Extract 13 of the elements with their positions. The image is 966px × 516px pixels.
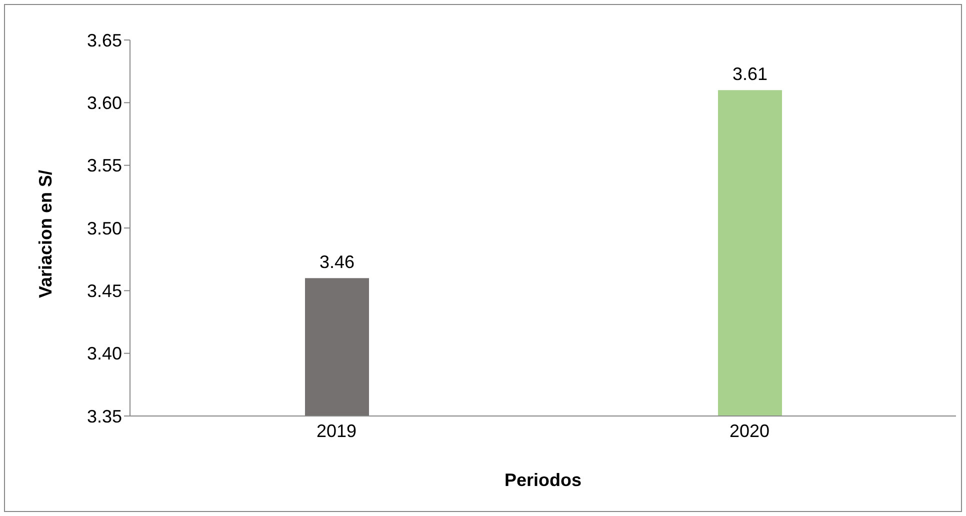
data-label: 3.61 — [732, 64, 768, 84]
data-label: 3.46 — [319, 252, 355, 272]
y-tick-label: 3.35 — [86, 406, 122, 426]
x-tick-label: 2019 — [316, 420, 357, 441]
y-tick-label: 3.50 — [86, 218, 122, 238]
x-axis-title: Periodos — [504, 470, 582, 490]
y-axis-title: Variacion en S/ — [35, 170, 56, 298]
y-tick-label: 3.65 — [86, 30, 122, 50]
y-tick-label: 3.60 — [86, 93, 122, 114]
x-tick-label: 2020 — [729, 420, 770, 441]
y-tick-label: 3.40 — [86, 344, 122, 364]
y-tick-label: 3.45 — [86, 281, 122, 302]
y-tick-label: 3.55 — [86, 156, 122, 176]
